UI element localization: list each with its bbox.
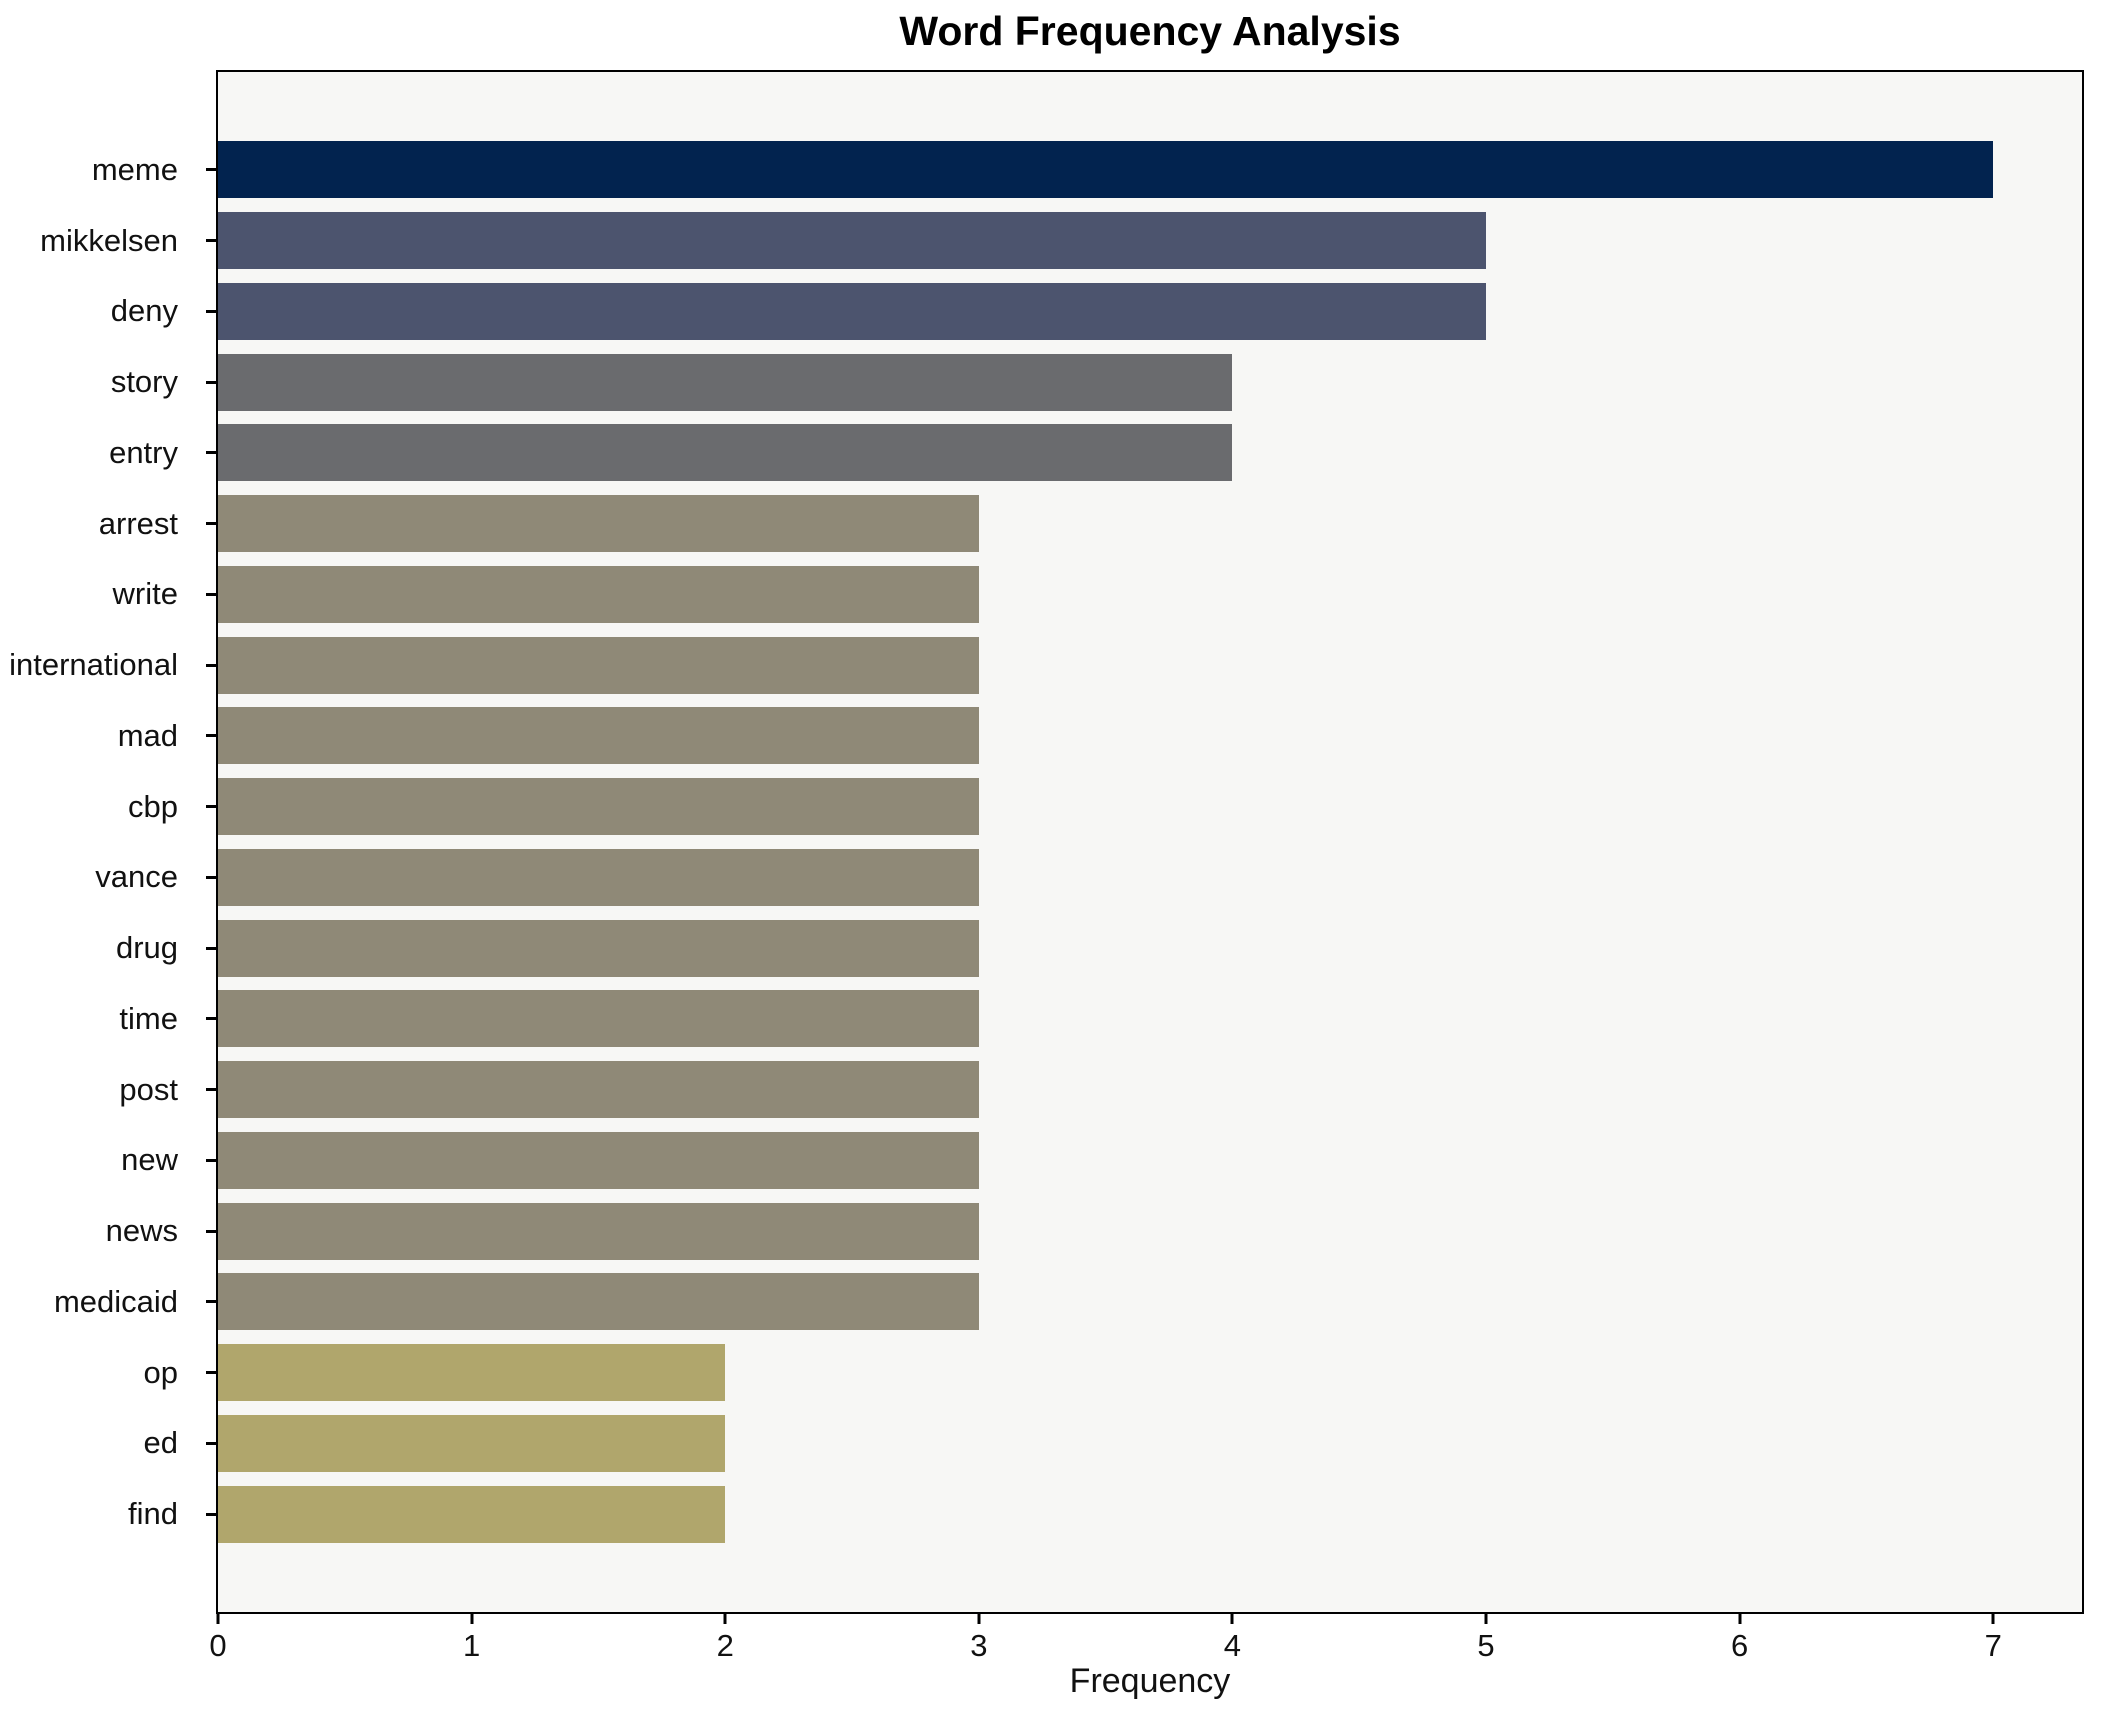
bar	[218, 1344, 726, 1402]
bar	[218, 636, 979, 694]
y-tick-label: news	[105, 1213, 178, 1249]
y-tick-label: meme	[91, 151, 178, 187]
x-tick-mark	[1484, 1614, 1488, 1624]
y-tick-mark	[206, 451, 216, 455]
bar	[218, 919, 979, 977]
bars-layer	[218, 72, 2082, 1612]
y-tick-label: find	[128, 1496, 178, 1532]
y-tick-mark	[206, 663, 216, 667]
x-tick-mark	[216, 1614, 220, 1624]
bar	[218, 848, 979, 906]
x-tick-label: 6	[1731, 1628, 1749, 1663]
bar	[218, 1273, 979, 1331]
x-tick-label: 4	[1223, 1628, 1242, 1663]
y-tick-mark	[206, 1088, 216, 1092]
y-tick-mark	[206, 1158, 216, 1162]
y-tick-label: ed	[143, 1425, 178, 1461]
y-tick-label: post	[119, 1071, 178, 1107]
y-tick-mark	[206, 592, 216, 596]
bar	[218, 1485, 726, 1543]
y-tick-label: time	[119, 1000, 178, 1036]
y-tick-mark	[206, 380, 216, 384]
bar	[218, 212, 1487, 270]
y-axis: meme mikkelsen deny story entry arrest write in…	[0, 72, 216, 1612]
y-tick-label: deny	[110, 293, 178, 329]
bar	[218, 1131, 979, 1189]
bar	[218, 1061, 979, 1119]
y-tick-mark	[206, 1017, 216, 1021]
x-tick-label: 7	[1984, 1628, 2002, 1663]
bar	[218, 495, 979, 553]
bar	[218, 565, 979, 623]
x-axis-label: Frequency	[1069, 1662, 1231, 1700]
y-tick-mark	[206, 1300, 216, 1304]
x-tick-label: 2	[716, 1628, 734, 1663]
y-tick-label: vance	[95, 859, 178, 895]
y-tick-label: op	[143, 1354, 178, 1390]
y-tick-label: mikkelsen	[40, 222, 178, 258]
x-tick-mark	[1230, 1614, 1234, 1624]
x-tick-mark	[470, 1614, 474, 1624]
x-tick-mark	[1738, 1614, 1742, 1624]
y-tick-mark	[206, 522, 216, 526]
y-tick-label: medicaid	[53, 1283, 178, 1319]
y-tick-label: story	[110, 364, 178, 400]
y-tick-mark	[206, 1371, 216, 1375]
bar	[218, 282, 1487, 340]
y-tick-label: international	[9, 647, 178, 683]
x-axis: 0 1 2 3 4 5 6 7	[209, 1614, 2082, 1722]
y-tick-label: cbp	[128, 788, 178, 824]
y-tick-label: entry	[109, 434, 178, 470]
plot-area	[216, 70, 2084, 1614]
y-tick-mark	[206, 875, 216, 879]
bar	[218, 424, 1233, 482]
y-tick-mark	[206, 734, 216, 738]
bar	[218, 707, 979, 765]
x-tick-mark	[1991, 1614, 1995, 1624]
x-tick-label: 0	[209, 1628, 227, 1663]
bar	[218, 1202, 979, 1260]
x-tick-label: 3	[970, 1628, 988, 1663]
y-tick-label: arrest	[98, 505, 178, 541]
bar	[218, 778, 979, 836]
y-tick-mark	[206, 946, 216, 950]
y-tick-mark	[206, 1229, 216, 1233]
bar	[218, 990, 979, 1048]
y-tick-label: write	[112, 576, 178, 612]
x-tick-mark	[723, 1614, 727, 1624]
y-tick-mark	[206, 309, 216, 313]
bar	[218, 1414, 726, 1472]
y-tick-mark	[206, 1441, 216, 1445]
chart-title: Word Frequency Analysis	[899, 8, 1401, 54]
y-tick-label: new	[121, 1142, 178, 1178]
bar	[218, 353, 1233, 411]
x-tick-label: 5	[1477, 1628, 1495, 1663]
y-tick-mark	[206, 1512, 216, 1516]
y-tick-mark	[206, 168, 216, 172]
x-tick-mark	[977, 1614, 981, 1624]
bar	[218, 141, 1994, 199]
y-tick-mark	[206, 239, 216, 243]
x-tick-label: 1	[462, 1628, 481, 1663]
y-tick-label: drug	[115, 930, 178, 966]
y-tick-label: mad	[117, 717, 178, 753]
y-tick-mark	[206, 805, 216, 809]
